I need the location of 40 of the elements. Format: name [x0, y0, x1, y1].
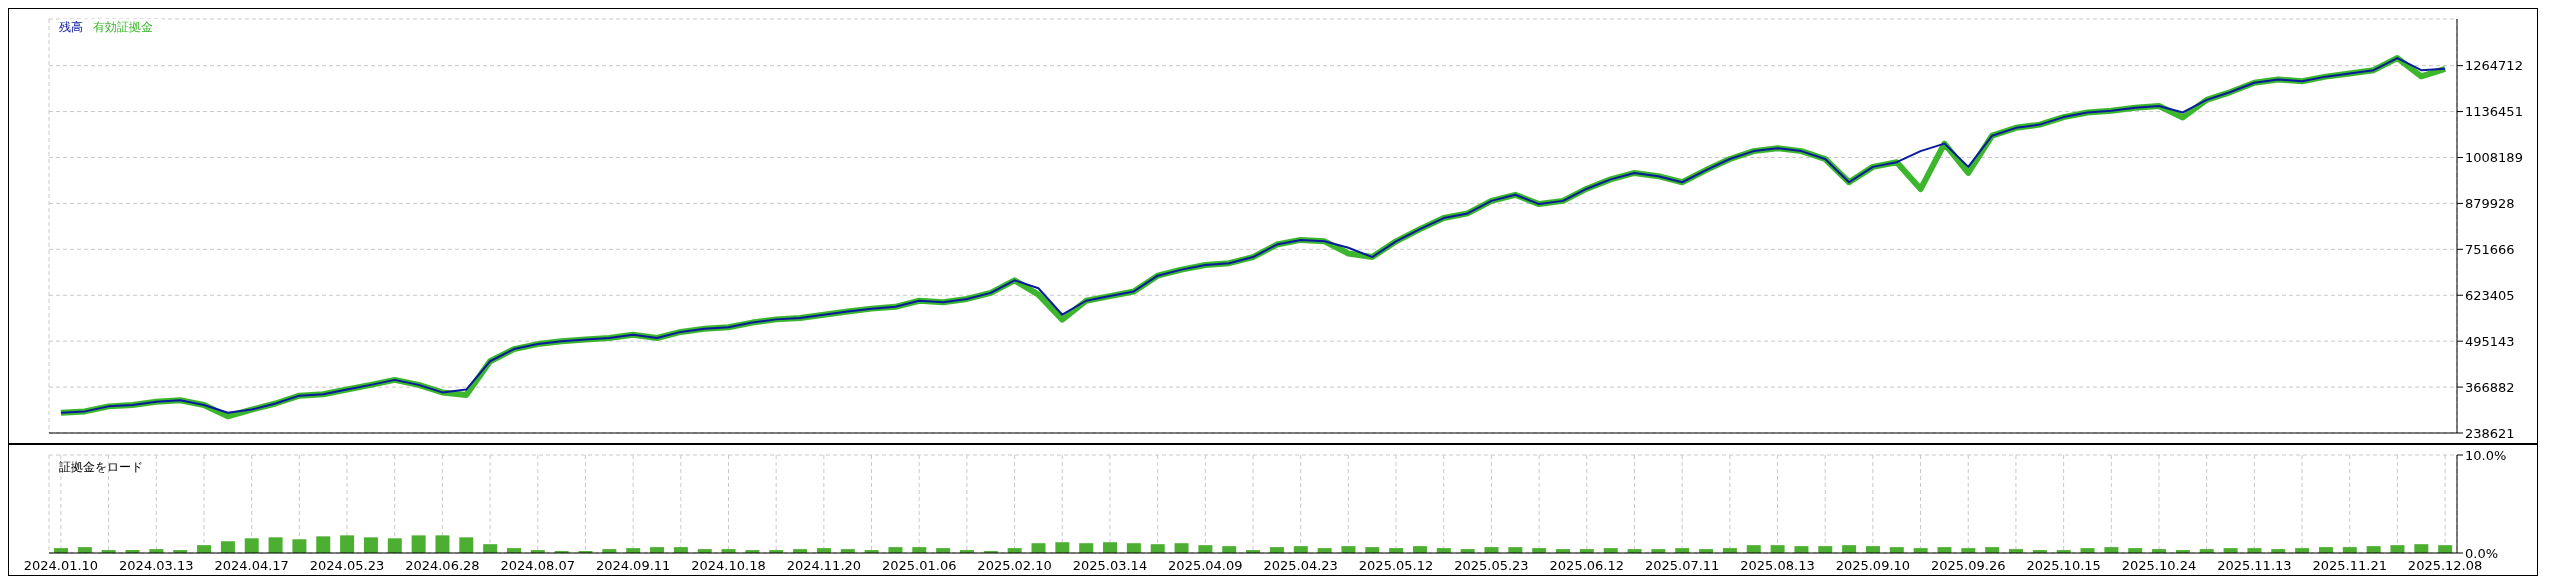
y-tick-label: 0.0% [2465, 545, 2499, 561]
text: 残高 [59, 20, 83, 34]
x-tick-label: 2024.01.10 [23, 558, 99, 574]
x-tick-label: 2025.11.13 [2217, 558, 2292, 574]
x-tick-label: 2024.03.13 [119, 558, 194, 574]
y-tick-label: 495143 [2465, 333, 2515, 349]
y-tick-label: 879928 [2465, 196, 2515, 212]
y-tick-label: 1008189 [2465, 150, 2523, 166]
x-tick-label: 2025.11.21 [2312, 558, 2387, 574]
x-tick-label: 2025.12.08 [2407, 558, 2483, 574]
x-tick-label: 2025.09.26 [1931, 558, 2006, 574]
y-tick-label: 1136451 [2465, 104, 2523, 120]
x-tick-label: 2025.04.09 [1168, 558, 1243, 574]
x-tick-label: 2025.05.12 [1358, 558, 1434, 574]
y-tick-label: 10.0% [2465, 447, 2507, 463]
x-tick-label: 2025.01.06 [882, 558, 957, 574]
x-tick-label: 2025.06.12 [1549, 558, 1624, 574]
x-tick-label: 2024.06.28 [405, 558, 480, 574]
text: 有効証拠金 [93, 20, 153, 34]
y-tick-label: 751666 [2465, 241, 2515, 257]
x-tick-label: 2025.04.23 [1263, 558, 1338, 574]
x-tick-label: 2025.05.23 [1454, 558, 1529, 574]
x-tick-label: 2025.10.24 [2121, 558, 2197, 574]
y-tick-label: 238621 [2465, 425, 2515, 441]
x-tick-label: 2024.09.11 [595, 558, 671, 574]
chart-title: 証拠金をロード [59, 459, 143, 476]
x-tick-label: 2025.09.10 [1835, 558, 1911, 574]
y-tick-label: 1264712 [2465, 58, 2523, 74]
x-tick-label: 2024.04.17 [214, 558, 289, 574]
x-tick-label: 2024.08.07 [500, 558, 575, 574]
x-tick-label: 2025.03.14 [1072, 558, 1148, 574]
x-tick-label: 2025.07.11 [1644, 558, 1720, 574]
x-tick-label: 2025.10.15 [2026, 558, 2101, 574]
y-tick-label: 366882 [2465, 379, 2515, 395]
x-tick-label: 2024.11.20 [786, 558, 862, 574]
x-tick-label: 2025.02.10 [977, 558, 1052, 574]
x-tick-label: 2025.08.13 [1740, 558, 1815, 574]
x-tick-label: 2024.05.23 [309, 558, 385, 574]
y-tick-label: 623405 [2465, 287, 2515, 303]
x-tick-label: 2024.10.18 [691, 558, 766, 574]
